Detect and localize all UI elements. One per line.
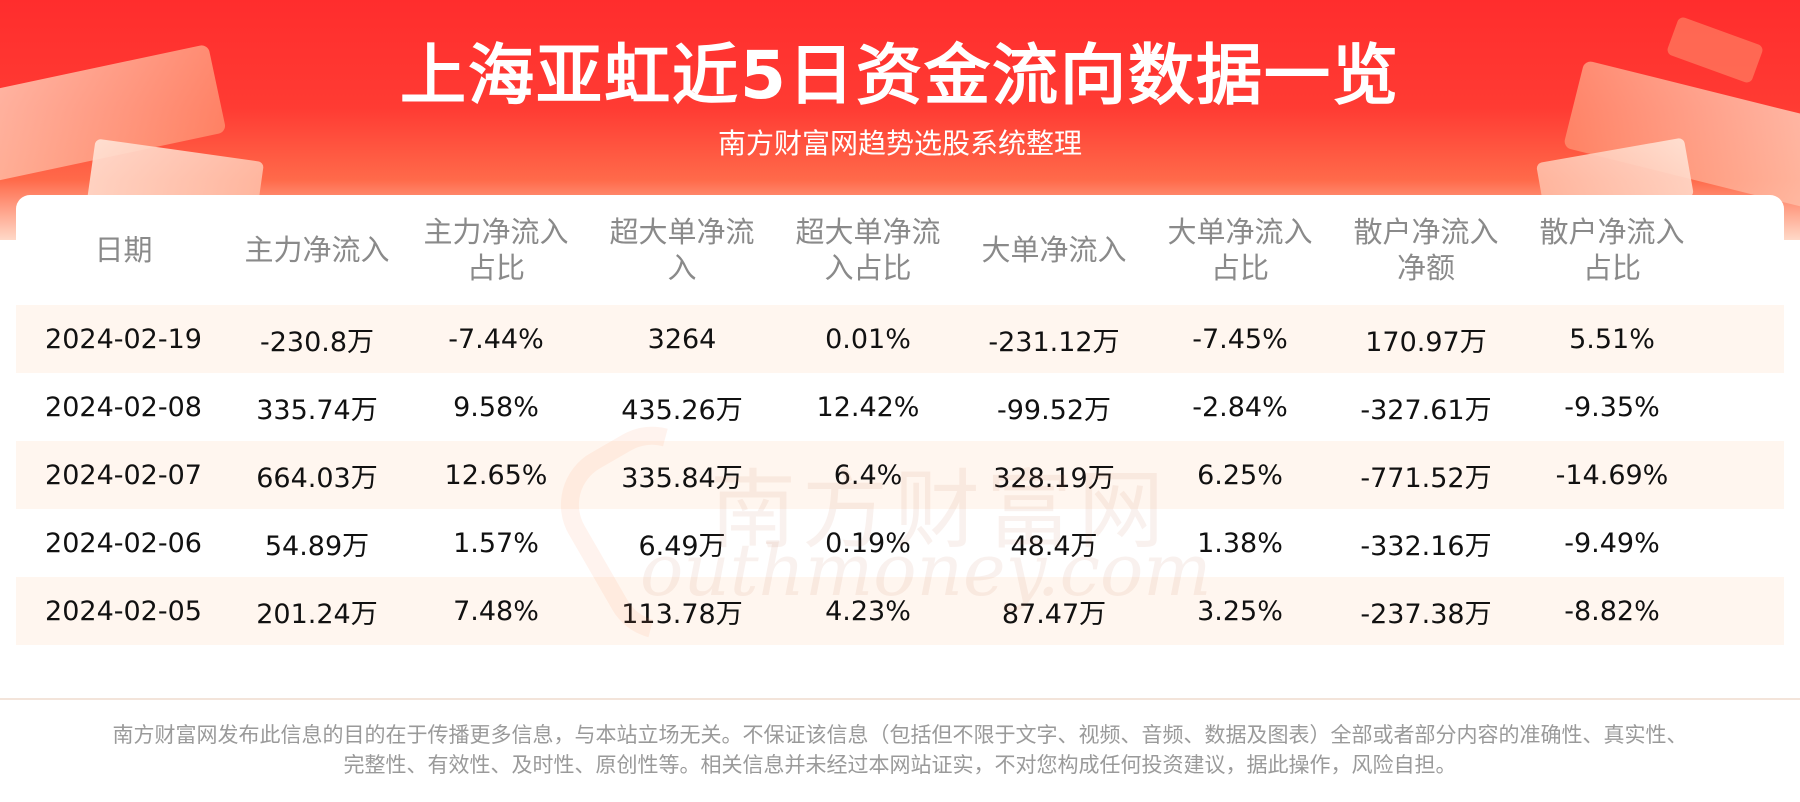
value-cell: 335.84万 <box>621 462 743 494</box>
date-cell: 2024-02-05 <box>45 595 202 627</box>
disclaimer-line: 南方财富网发布此信息的目的在于传播更多信息，与本站立场无关。不保证该信息（包括但… <box>112 723 1688 747</box>
column-header: 主力净流入 占比 <box>403 214 589 286</box>
value-cell: 54.89万 <box>264 530 370 562</box>
value-cell: 9.58% <box>453 391 539 423</box>
column-header: 超大单净流 入占比 <box>775 214 961 286</box>
value-cell: 664.03万 <box>256 462 378 494</box>
footer: 南方财富网发布此信息的目的在于传播更多信息，与本站立场无关。不保证该信息（包括但… <box>0 698 1800 802</box>
value-cell: -9.35% <box>1564 391 1660 423</box>
value-cell: -332.16万 <box>1360 530 1492 562</box>
value-cell: 0.19% <box>825 527 911 559</box>
value-cell: 0.01% <box>825 323 911 355</box>
date-cell: 2024-02-08 <box>45 391 202 423</box>
value-cell: 7.48% <box>453 595 539 627</box>
column-header-line: 大单净流入 <box>1167 215 1313 249</box>
date-cell: 2024-02-06 <box>45 527 202 559</box>
table-row: 2024-02-07 664.03万 12.65% 335.84万 6.4% 328.19… <box>16 441 1784 509</box>
value-cell: 48.4万 <box>1010 530 1098 562</box>
column-header-line: 散户净流入 <box>1353 215 1499 249</box>
page-title: 上海亚虹近5日资金流向数据一览 <box>400 37 1400 114</box>
value-cell: -7.45% <box>1192 323 1288 355</box>
column-header: 大单净流入 <box>961 232 1147 268</box>
column-header: 主力净流入 <box>231 232 403 268</box>
value-cell: 3264 <box>647 323 717 355</box>
column-header-line: 大单净流入 <box>981 233 1127 267</box>
value-cell: -7.44% <box>448 323 544 355</box>
value-cell: 1.57% <box>453 527 539 559</box>
value-cell: -14.69% <box>1555 459 1669 491</box>
value-cell: -99.52万 <box>996 394 1112 426</box>
table-row: 2024-02-19 -230.8万 -7.44% 3264 0.01% -231.12万… <box>16 305 1784 373</box>
column-header: 散户净流入 净额 <box>1333 214 1519 286</box>
value-cell: 6.25% <box>1197 459 1283 491</box>
column-header-line: 主力净流入 <box>244 233 390 267</box>
value-cell: -231.12万 <box>988 326 1120 358</box>
value-cell: -327.61万 <box>1360 394 1492 426</box>
column-header-line: 散户净流入 <box>1539 215 1685 249</box>
value-cell: 87.47万 <box>1001 598 1107 630</box>
column-header: 日期 <box>16 232 231 268</box>
value-cell: 6.49万 <box>638 530 726 562</box>
column-header: 大单净流入 占比 <box>1147 214 1333 286</box>
disclaimer-line: 完整性、有效性、及时性、原创性等。相关信息并未经过本网站证实，不对您构成任何投资… <box>343 753 1457 777</box>
value-cell: -9.49% <box>1564 527 1660 559</box>
value-cell: -237.38万 <box>1360 598 1492 630</box>
value-cell: 113.78万 <box>621 598 743 630</box>
value-cell: 4.23% <box>825 595 911 627</box>
column-header-line: 占比 <box>466 251 525 285</box>
column-header-line: 超大单净流 <box>795 215 941 249</box>
table-row: 2024-02-06 54.89万 1.57% 6.49万 0.19% 48.4万 1.38… <box>16 509 1784 577</box>
column-header-line: 主力净流入 <box>423 215 569 249</box>
value-cell: 12.65% <box>444 459 548 491</box>
column-header-line: 净额 <box>1396 251 1455 285</box>
value-cell: -2.84% <box>1192 391 1288 423</box>
value-cell: 170.97万 <box>1365 326 1487 358</box>
column-header-line: 日期 <box>94 233 153 267</box>
column-header-line: 超大单净流 <box>609 215 755 249</box>
table-row: 2024-02-05 201.24万 7.48% 113.78万 4.23% 87.47万… <box>16 577 1784 645</box>
value-cell: -230.8万 <box>259 326 375 358</box>
value-cell: 12.42% <box>816 391 920 423</box>
column-header: 超大单净流入 <box>589 214 775 286</box>
column-header: 散户净流入 占比 <box>1519 214 1705 286</box>
value-cell: 3.25% <box>1197 595 1283 627</box>
date-cell: 2024-02-19 <box>45 323 202 355</box>
table-row: 2024-02-08 335.74万 9.58% 435.26万 12.42% -99.5… <box>16 373 1784 441</box>
value-cell: 335.74万 <box>256 394 378 426</box>
column-header-line: 占比 <box>1582 251 1641 285</box>
value-cell: 435.26万 <box>621 394 743 426</box>
column-header-line: 入占比 <box>824 251 912 285</box>
value-cell: 6.4% <box>833 459 903 491</box>
value-cell: 1.38% <box>1197 527 1283 559</box>
value-cell: 328.19万 <box>993 462 1115 494</box>
value-cell: -8.82% <box>1564 595 1660 627</box>
disclaimer: 南方财富网发布此信息的目的在于传播更多信息，与本站立场无关。不保证该信息（包括但… <box>60 720 1740 780</box>
value-cell: -771.52万 <box>1360 462 1492 494</box>
value-cell: 201.24万 <box>256 598 378 630</box>
value-cell: 5.51% <box>1569 323 1655 355</box>
date-cell: 2024-02-07 <box>45 459 202 491</box>
page-subtitle: 南方财富网趋势选股系统整理 <box>717 127 1082 160</box>
table-header-row: 日期 主力净流入 主力净流入 占比 超大单净流入超大单净流 入占比 大单净流入 大单净流入 占比… <box>16 195 1784 305</box>
column-header-line: 入 <box>667 251 697 285</box>
column-header-line: 占比 <box>1210 251 1269 285</box>
